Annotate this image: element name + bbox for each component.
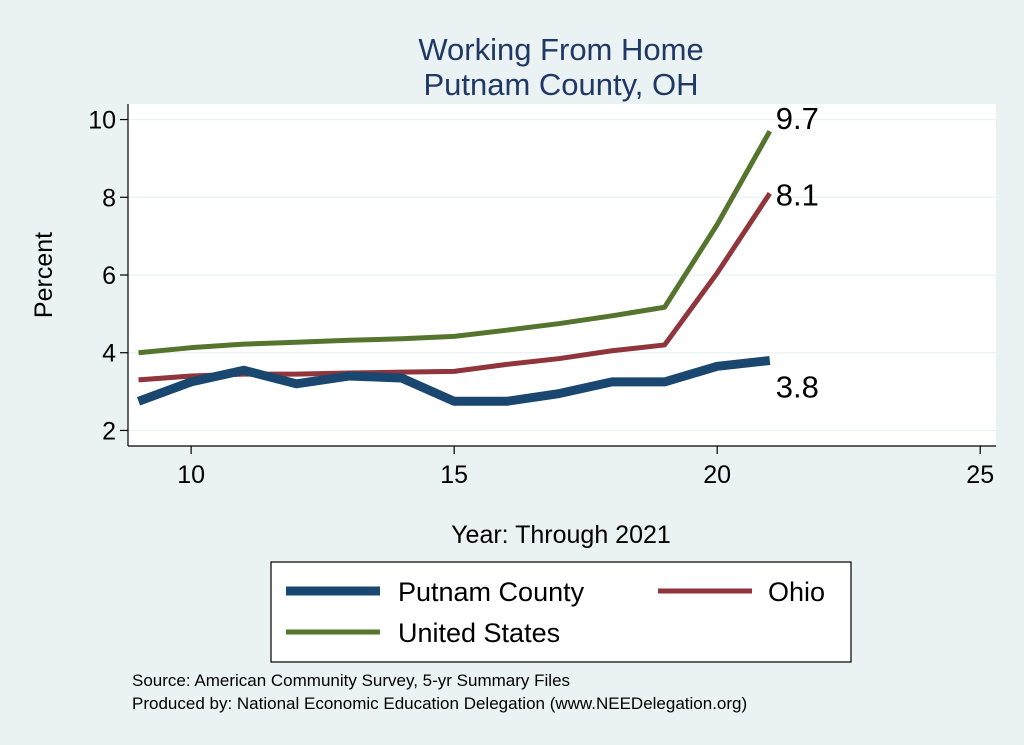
x-axis-title: Year: Through 2021 bbox=[451, 521, 671, 549]
tick-labels: 2 4 6 8 10 10 15 20 25 bbox=[88, 107, 994, 489]
series-lines bbox=[136, 129, 772, 406]
y-tick-label: 6 bbox=[102, 262, 116, 290]
chart-title-line-2: Putnam County, OH bbox=[423, 67, 698, 102]
source-line-1: Source: American Community Survey, 5-yr … bbox=[132, 671, 570, 690]
series-line-united-states bbox=[138, 129, 772, 356]
chart-title-line-1: Working From Home bbox=[418, 32, 703, 67]
end-label-united-states: 9.7 bbox=[776, 101, 819, 136]
y-tick-label: 4 bbox=[102, 340, 116, 368]
legend-label-ohio: Ohio bbox=[768, 577, 825, 607]
end-label-putnam-county: 3.8 bbox=[776, 370, 819, 405]
y-tick-label: 10 bbox=[88, 107, 116, 135]
end-labels: 3.8 8.1 9.7 bbox=[776, 101, 819, 404]
legend-label-putnam-county: Putnam County bbox=[398, 577, 585, 607]
x-tick-label: 15 bbox=[440, 461, 468, 489]
legend-box bbox=[270, 561, 852, 663]
end-label-ohio: 8.1 bbox=[776, 177, 819, 212]
y-axis-title: Percent bbox=[30, 232, 58, 318]
x-tick-label: 25 bbox=[966, 461, 994, 489]
y-tick-label: 2 bbox=[102, 417, 116, 445]
x-tick-label: 20 bbox=[703, 461, 731, 489]
x-tick-label: 10 bbox=[177, 461, 205, 489]
gridlines bbox=[128, 118, 996, 432]
legend: Putnam County Ohio United States bbox=[270, 561, 852, 663]
legend-label-united-states: United States bbox=[398, 618, 560, 648]
y-tick-label: 8 bbox=[102, 184, 116, 212]
series-line-putnam-county bbox=[136, 356, 771, 406]
source-line-2: Produced by: National Economic Education… bbox=[132, 694, 747, 713]
